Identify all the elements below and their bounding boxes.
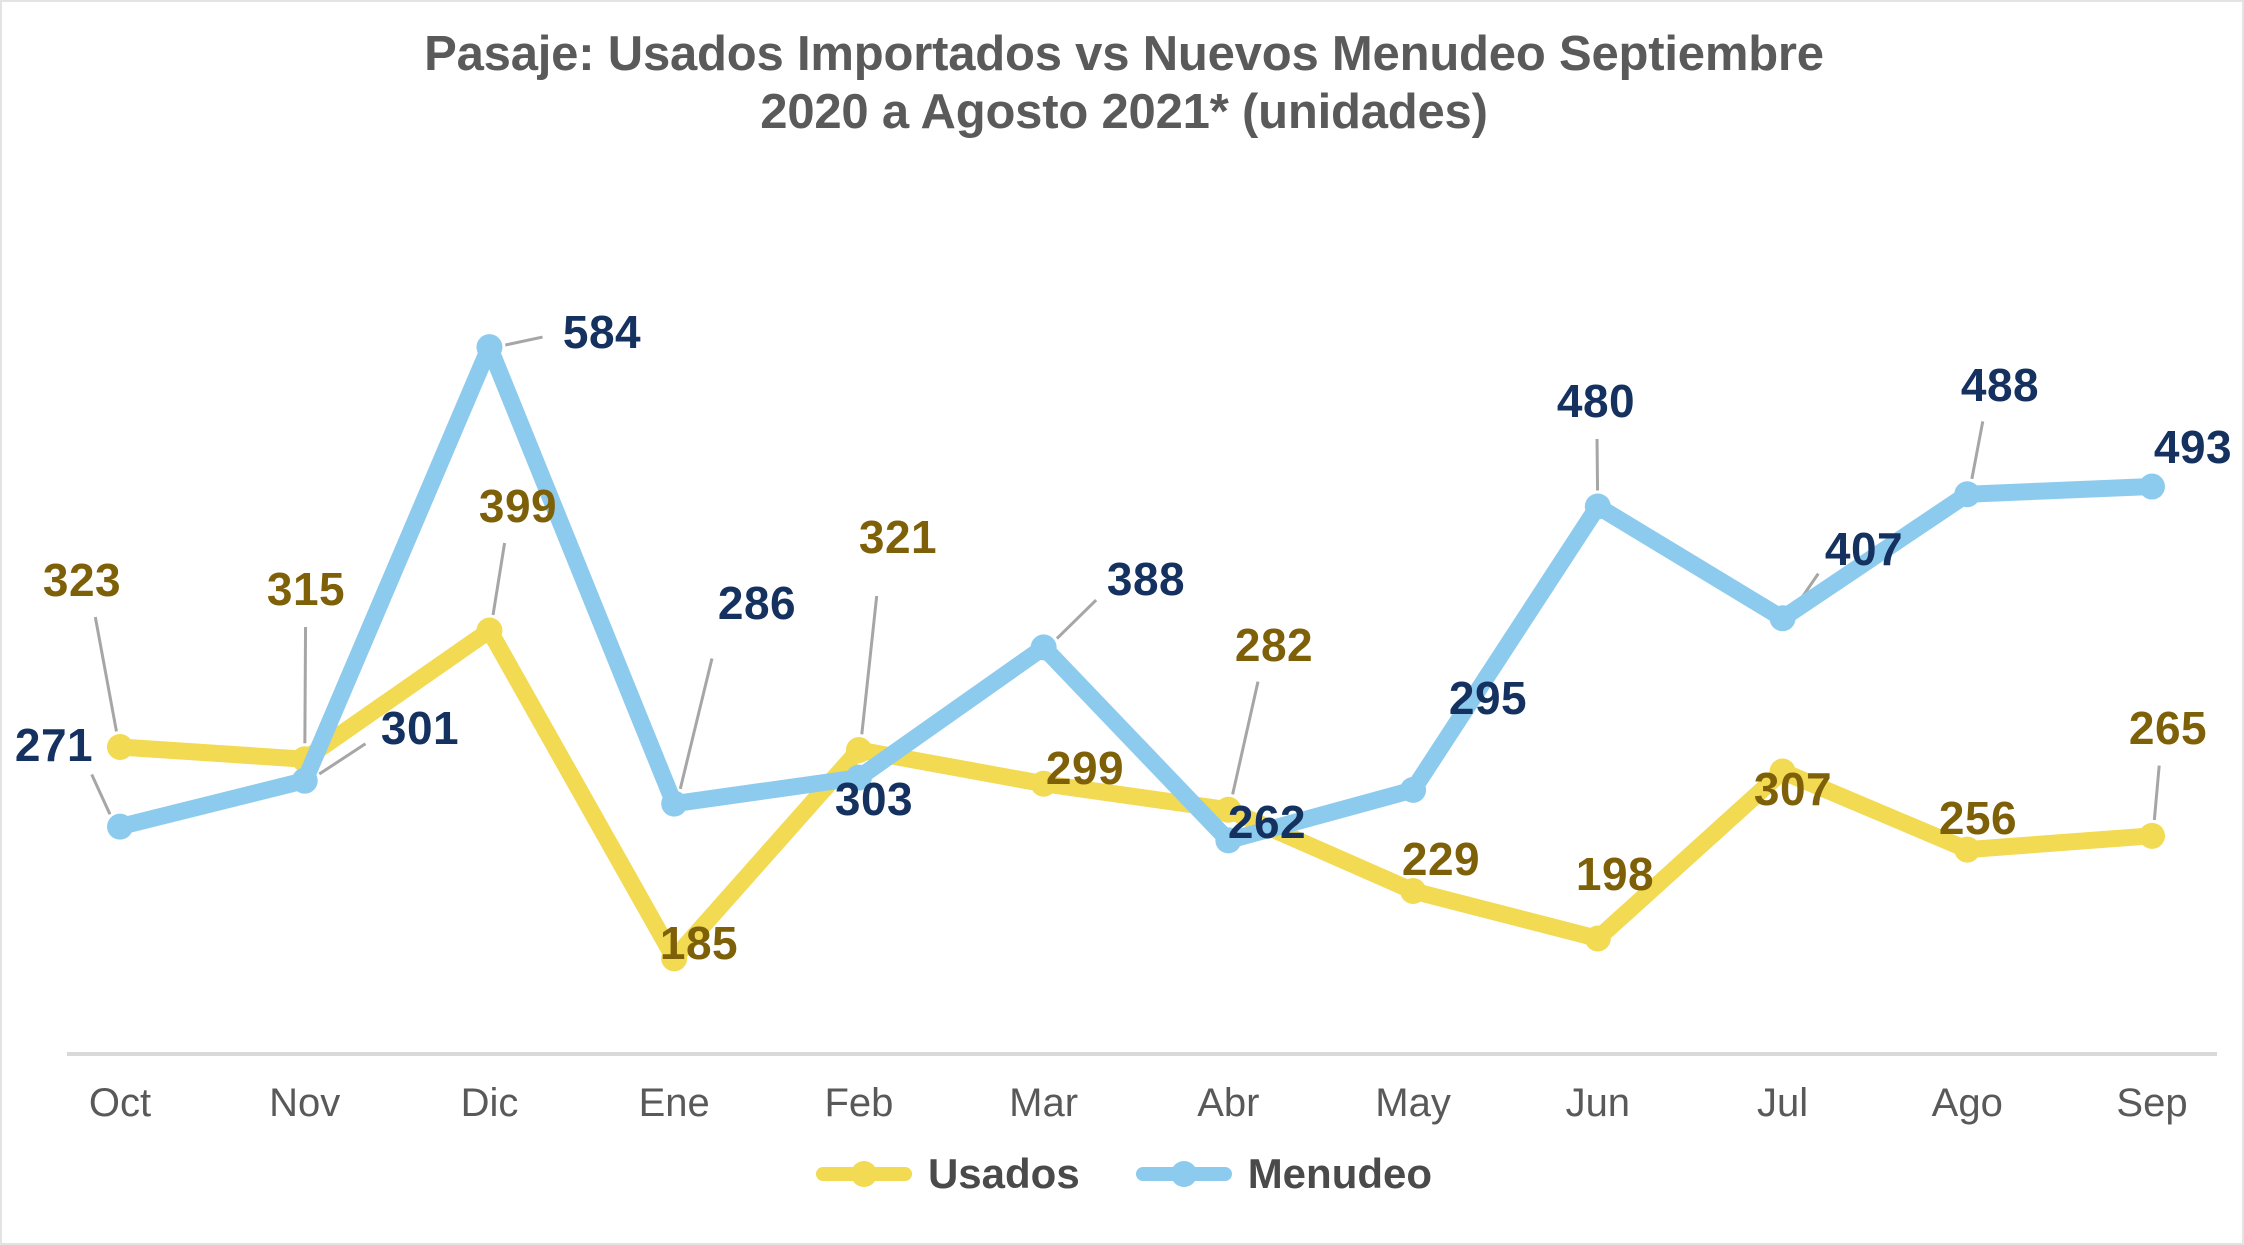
legend-label-menudeo: Menudeo	[1247, 1150, 1433, 1197]
leader-lines	[90, 335, 2161, 821]
data-point-marker	[2139, 473, 2165, 500]
legend-label-usados: Usados	[927, 1150, 1080, 1197]
chart-title: Pasaje: Usados Importados vs Nuevos Menu…	[424, 27, 1824, 139]
data-point-marker	[291, 767, 318, 794]
leader-line	[1595, 438, 1600, 491]
x-tick-label-jun: Jun	[1565, 1081, 1631, 1125]
leader-line	[318, 742, 367, 776]
data-label-menudeo-feb: 303	[834, 773, 914, 825]
leader-line	[2152, 765, 2161, 821]
data-point-marker	[107, 733, 133, 760]
data-label-usados-jun: 198	[1575, 848, 1655, 900]
data-point-marker	[845, 737, 872, 764]
series-line-menudeo	[111, 338, 2161, 849]
data-point-marker	[1584, 493, 1611, 520]
data-label-usados-sep: 265	[2128, 702, 2208, 754]
data-point-marker	[107, 813, 133, 840]
x-tick-label-oct: Oct	[88, 1081, 152, 1125]
leader-line	[678, 658, 714, 790]
legend-item-usados[interactable]: Usados	[815, 1150, 1080, 1198]
data-label-usados-nov: 315	[266, 563, 346, 615]
data-label-menudeo-oct: 271	[14, 719, 94, 771]
x-tick-label-sep: Sep	[2116, 1081, 2188, 1125]
leader-line	[504, 335, 543, 347]
leader-line	[1970, 421, 1985, 480]
data-point-marker	[661, 790, 688, 817]
leader-line	[90, 773, 112, 815]
data-label-usados-may: 229	[1401, 833, 1481, 885]
data-point-marker	[476, 617, 503, 644]
data-label-usados-feb: 321	[858, 511, 938, 563]
data-point-marker	[476, 334, 503, 361]
data-point-marker	[2139, 822, 2165, 849]
data-point-marker	[1954, 481, 1981, 508]
x-tick-label-mar: Mar	[1009, 1081, 1079, 1125]
data-point-marker	[845, 764, 872, 791]
x-tick-label-jul: Jul	[1756, 1081, 1809, 1125]
data-point-marker	[1769, 758, 1796, 785]
data-label-menudeo-dic: 584	[562, 306, 642, 358]
data-point-marker	[661, 945, 688, 972]
legend-swatch-menudeo	[1135, 1167, 1232, 1181]
data-point-marker	[1400, 776, 1427, 803]
data-label-usados-jul: 307	[1753, 763, 1833, 815]
leader-line	[491, 542, 507, 616]
data-label-menudeo-sep: 493	[2153, 421, 2233, 473]
data-label-usados-abr: 282	[1234, 619, 1314, 671]
data-label-menudeo-ago: 488	[1960, 359, 2040, 411]
x-tick-label-nov: Nov	[269, 1081, 341, 1125]
data-label-menudeo-ene: 286	[717, 577, 797, 629]
data-point-marker	[1215, 827, 1242, 854]
leader-line	[1055, 599, 1098, 640]
data-label-menudeo-abr: 262	[1227, 796, 1307, 848]
data-label-menudeo-mar: 388	[1106, 553, 1186, 605]
x-tick-label-ene: Ene	[638, 1081, 710, 1125]
data-point-marker	[1400, 877, 1427, 904]
data-label-usados-mar: 299	[1045, 742, 1125, 794]
x-tick-label-may: May	[1375, 1081, 1451, 1125]
data-point-marker	[1030, 634, 1057, 661]
legend-item-menudeo[interactable]: Menudeo	[1135, 1150, 1433, 1198]
leader-line	[860, 595, 879, 735]
data-label-menudeo-may: 295	[1448, 672, 1528, 724]
leader-line	[1231, 681, 1260, 795]
leader-line	[93, 616, 118, 732]
data-label-menudeo-nov: 301	[380, 702, 460, 754]
series-line-usados	[111, 622, 2161, 967]
data-point-marker	[1769, 605, 1796, 632]
data-label-menudeo-jul: 407	[1824, 523, 1904, 575]
data-point-marker	[1030, 770, 1057, 797]
data-label-usados-ene: 185	[659, 917, 739, 969]
x-tick-label-ago: Ago	[1931, 1081, 2003, 1125]
x-tick-label-dic: Dic	[460, 1081, 519, 1125]
legend-swatch-usados	[815, 1167, 912, 1181]
x-tick-label-abr: Abr	[1197, 1081, 1260, 1125]
data-point-marker	[1954, 836, 1981, 863]
x-tick-label-feb: Feb	[824, 1081, 894, 1125]
data-label-menudeo-jun: 480	[1556, 375, 1636, 427]
data-point-marker	[1215, 796, 1242, 823]
data-label-usados-ago: 256	[1938, 792, 2018, 844]
leader-line	[303, 626, 308, 744]
x-axis-tick-labels: Oct Nov Dic Ene Feb Mar Abr May Jun Jul Ago Sep	[2, 1081, 2242, 1141]
data-label-usados-dic: 399	[478, 480, 558, 532]
data-point-marker	[1584, 925, 1611, 952]
data-label-usados-oct: 323	[42, 554, 122, 606]
chart-legend: Usados Menudeo	[2, 1150, 2242, 1198]
